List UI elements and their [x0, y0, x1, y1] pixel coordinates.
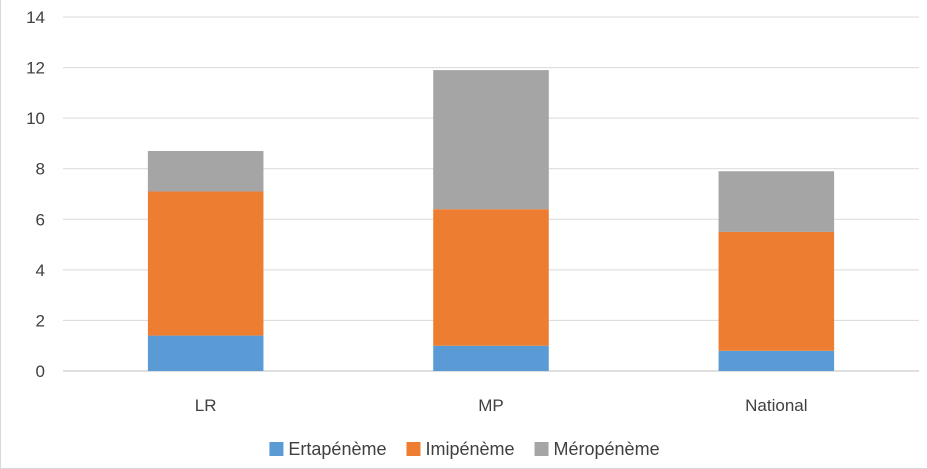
y-tick-label-0: 0 [36, 362, 45, 381]
x-tick-label-mp: MP [478, 396, 504, 415]
y-tick-label-2: 2 [36, 311, 45, 330]
bars [147, 70, 835, 371]
bar-national-series-0 [718, 350, 835, 371]
legend-label-series-2: Méropénème [554, 439, 660, 459]
y-tick-label-8: 8 [36, 160, 45, 179]
bar-mp-series-1 [433, 209, 549, 346]
legend-swatch-series-1 [406, 442, 421, 456]
x-tick-label-national: National [745, 396, 807, 415]
bar-national-series-2 [718, 171, 835, 232]
y-tick-label-10: 10 [26, 109, 45, 128]
bar-lr-series-1 [147, 191, 264, 336]
legend-label-series-0: Ertapénème [288, 439, 386, 459]
legend-swatch-series-0 [269, 442, 284, 456]
bar-lr-series-0 [147, 335, 264, 371]
legend-label-series-1: Imipénème [425, 439, 514, 459]
bar-national-series-1 [718, 231, 835, 351]
y-tick-label-6: 6 [36, 210, 45, 229]
legend-swatch-series-2 [534, 442, 549, 456]
x-tick-label-lr: LR [195, 396, 217, 415]
bar-mp-series-2 [433, 70, 549, 210]
y-tick-label-4: 4 [36, 261, 45, 280]
bar-mp-series-0 [433, 345, 549, 371]
bar-lr-series-2 [147, 151, 264, 192]
y-tick-label-12: 12 [26, 59, 45, 78]
y-tick-label-14: 14 [26, 8, 45, 27]
legend: Ertapénème Imipénème Méropénème [269, 439, 660, 459]
axes: 0 2 4 6 8 10 12 14 LR MP National [26, 8, 807, 415]
